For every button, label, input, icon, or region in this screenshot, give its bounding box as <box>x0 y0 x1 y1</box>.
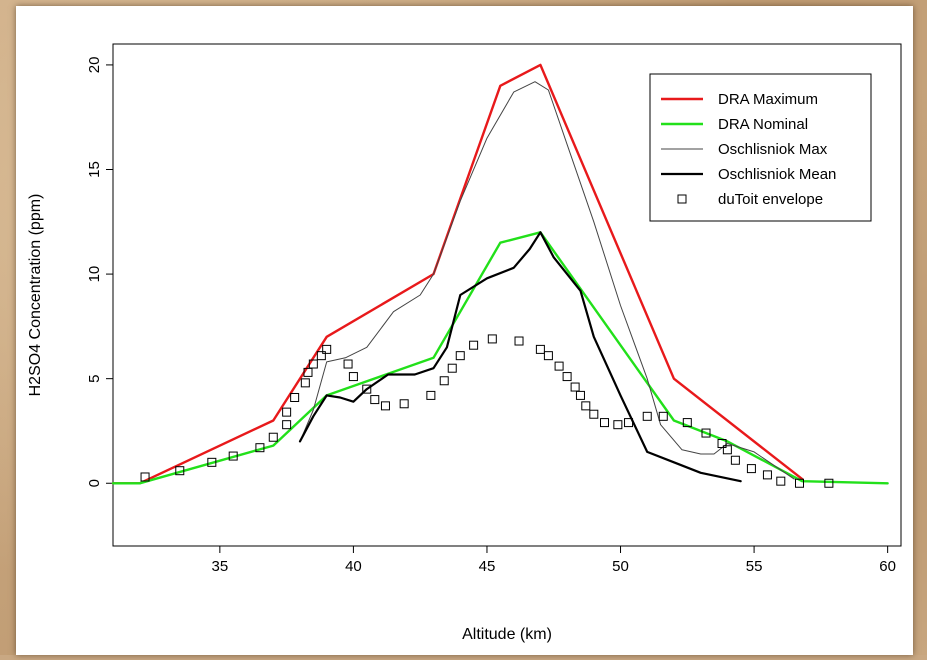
data-point-dutoit-envelope <box>426 390 436 400</box>
data-point-dutoit-envelope <box>362 384 372 394</box>
data-point-dutoit-envelope <box>439 376 449 386</box>
y-tick-label: 10 <box>86 266 103 283</box>
data-point-dutoit-envelope <box>469 340 479 350</box>
data-point-dutoit-envelope <box>308 359 318 369</box>
x-tick-label: 35 <box>212 558 229 575</box>
plot-frame <box>112 43 902 547</box>
data-point-dutoit-envelope <box>343 359 353 369</box>
y-axis: 0 5 10 15 20 <box>86 57 113 487</box>
data-point-dutoit-envelope <box>824 478 834 488</box>
data-point-dutoit-envelope <box>487 334 497 344</box>
chart-panel: 0 5 10 15 20 35 40 45 50 55 60 DRA Maximum DRA Nom… <box>16 6 913 655</box>
legend-label-dra-maximum: DRA Maximum <box>718 91 818 108</box>
data-point-dutoit-envelope <box>348 372 358 382</box>
series-layer <box>111 63 889 488</box>
data-point-dutoit-envelope <box>613 420 623 430</box>
series-line-oschlisniok-max <box>299 81 795 480</box>
data-point-dutoit-envelope <box>447 363 457 373</box>
data-point-dutoit-envelope <box>722 445 732 455</box>
data-point-dutoit-envelope <box>290 392 300 402</box>
data-point-dutoit-envelope <box>268 432 278 442</box>
chart: 0 5 10 15 20 35 40 45 50 55 60 DRA Maximum DRA Nom… <box>27 43 902 643</box>
y-tick-label: 15 <box>86 161 103 178</box>
data-point-dutoit-envelope <box>776 476 786 486</box>
data-point-dutoit-envelope <box>746 464 756 474</box>
data-point-dutoit-envelope <box>599 418 609 428</box>
data-point-dutoit-envelope <box>303 367 313 377</box>
data-point-dutoit-envelope <box>762 470 772 480</box>
y-tick-label: 0 <box>86 479 103 487</box>
data-point-dutoit-envelope <box>575 390 585 400</box>
data-point-dutoit-envelope <box>316 351 326 361</box>
x-axis-label: Altitude (km) <box>462 626 552 643</box>
data-point-dutoit-envelope <box>282 407 292 417</box>
data-point-dutoit-envelope <box>300 378 310 388</box>
x-tick-label: 60 <box>879 558 896 575</box>
data-point-dutoit-envelope <box>380 401 390 411</box>
x-axis: 35 40 45 50 55 60 <box>212 546 896 575</box>
data-point-dutoit-envelope <box>624 418 634 428</box>
data-point-dutoit-envelope <box>701 428 711 438</box>
y-axis-label: H2SO4 Concentration (ppm) <box>27 194 44 397</box>
x-tick-label: 45 <box>479 558 496 575</box>
data-point-dutoit-envelope <box>514 336 524 346</box>
data-point-dutoit-envelope <box>175 466 185 476</box>
data-point-dutoit-envelope <box>570 382 580 392</box>
data-point-dutoit-envelope <box>658 411 668 421</box>
data-point-dutoit-envelope <box>455 351 465 361</box>
x-tick-label: 40 <box>345 558 362 575</box>
data-point-dutoit-envelope <box>581 401 591 411</box>
data-point-dutoit-envelope <box>282 420 292 430</box>
y-tick-label: 5 <box>86 374 103 382</box>
legend-label-oschlisniok-max: Oschlisniok Max <box>718 141 828 158</box>
series-line-dra-nominal <box>111 231 889 485</box>
y-tick-label: 20 <box>86 57 103 74</box>
data-point-dutoit-envelope <box>140 472 150 482</box>
data-point-dutoit-envelope <box>730 455 740 465</box>
legend-label-dutoit-envelope: duToit envelope <box>718 191 823 208</box>
legend-label-dra-nominal: DRA Nominal <box>718 116 808 133</box>
data-point-dutoit-envelope <box>562 372 572 382</box>
data-point-dutoit-envelope <box>228 451 238 461</box>
data-point-dutoit-envelope <box>717 439 727 449</box>
legend-swatch-dutoit-envelope <box>677 194 687 204</box>
data-point-dutoit-envelope <box>642 411 652 421</box>
data-point-dutoit-envelope <box>554 361 564 371</box>
data-point-dutoit-envelope <box>682 418 692 428</box>
data-point-dutoit-envelope <box>543 351 553 361</box>
data-point-dutoit-envelope <box>370 395 380 405</box>
x-tick-label: 55 <box>746 558 763 575</box>
series-line-oschlisniok-mean <box>298 231 742 483</box>
legend-label-oschlisniok-mean: Oschlisniok Mean <box>718 166 836 183</box>
x-tick-label: 50 <box>612 558 629 575</box>
data-point-dutoit-envelope <box>322 344 332 354</box>
data-point-dutoit-envelope <box>255 443 265 453</box>
data-point-dutoit-envelope <box>535 344 545 354</box>
data-point-dutoit-envelope <box>207 457 217 467</box>
data-point-dutoit-envelope <box>589 409 599 419</box>
data-point-dutoit-envelope <box>399 399 409 409</box>
data-point-dutoit-envelope <box>794 478 804 488</box>
legend: DRA Maximum DRA Nominal Oschlisniok Max Osc… <box>649 73 872 222</box>
